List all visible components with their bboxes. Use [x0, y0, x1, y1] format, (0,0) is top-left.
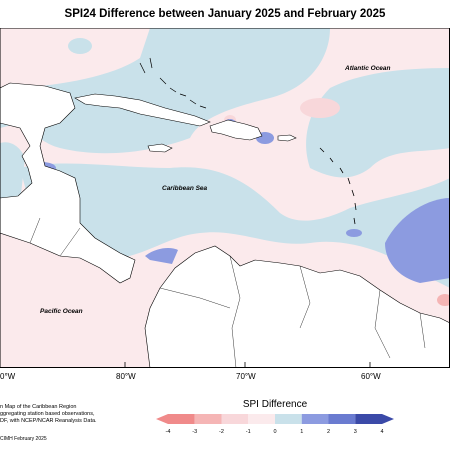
puerto-rico-land	[277, 134, 297, 142]
legend-segment	[248, 414, 275, 424]
south-america-land	[144, 245, 450, 368]
pacific-ocean-label: Pacific Ocean	[40, 308, 83, 315]
pink-patch	[437, 294, 450, 306]
legend-segment	[328, 414, 356, 424]
longitude-label-70w: 70°W	[236, 372, 256, 381]
lesser-antilles	[319, 147, 357, 225]
color-legend: -4 -3 -2 -1 0 1 2 3 4	[156, 414, 394, 435]
legend-tick-label: -3	[192, 429, 197, 435]
map-notes: n Map of the Caribbean Region ggregating…	[0, 404, 160, 425]
legend-tick-label: -4	[166, 429, 171, 435]
light-blue-region-north	[0, 28, 330, 154]
caribbean-sea-label: Caribbean Sea	[162, 185, 208, 192]
blue-patch-east	[385, 198, 450, 283]
caribbean-map: Atlantic Ocean Caribbean Sea Pacific Oce…	[0, 28, 450, 368]
legend-segment	[194, 414, 222, 424]
legend-tick-label: 1	[300, 429, 303, 435]
central-america-land	[0, 82, 136, 284]
note-line: n Map of the Caribbean Region	[0, 404, 77, 410]
legend-tick-label: 3	[354, 429, 357, 435]
legend-segment	[301, 414, 329, 424]
legend-arrow-left	[156, 414, 168, 424]
note-line: DF, with NCEP/NCAR Reanalysis Data.	[0, 418, 97, 424]
longitude-label-edge: 0°W	[0, 372, 16, 381]
legend-title: SPI Difference	[242, 399, 308, 410]
legend-tick-label: 0	[273, 429, 276, 435]
legend-segment	[221, 414, 249, 424]
longitude-label-80w: 80°W	[116, 372, 136, 381]
note-line: ggregating station based observations,	[0, 411, 95, 417]
bahamas-islands	[139, 57, 207, 109]
credit-text: CIMH February 2025	[0, 436, 47, 442]
legend-tick-label: 2	[327, 429, 330, 435]
cuba-land	[74, 93, 211, 127]
legend-tick-label: 4	[380, 429, 383, 435]
light-blue-west	[0, 142, 25, 203]
hispaniola-land	[209, 119, 263, 141]
longitude-label-60w: 60°W	[361, 372, 381, 381]
pink-patch	[300, 98, 340, 118]
legend-segment	[168, 414, 195, 424]
atlantic-ocean-label: Atlantic Ocean	[344, 65, 391, 72]
legend-tick-label: -1	[246, 429, 251, 435]
blue-patch	[145, 248, 178, 264]
light-blue-caribbean	[20, 163, 450, 288]
jamaica-land	[147, 143, 173, 153]
map-title: SPI24 Difference between January 2025 an…	[64, 8, 386, 20]
light-blue-patch	[68, 38, 92, 54]
legend-segment	[355, 414, 382, 424]
legend-arrow-right	[382, 414, 394, 424]
light-blue-patch	[408, 80, 432, 100]
blue-patch	[346, 229, 362, 237]
country-borders	[29, 217, 426, 368]
legend-segment	[275, 414, 302, 424]
legend-tick-label: -2	[219, 429, 224, 435]
